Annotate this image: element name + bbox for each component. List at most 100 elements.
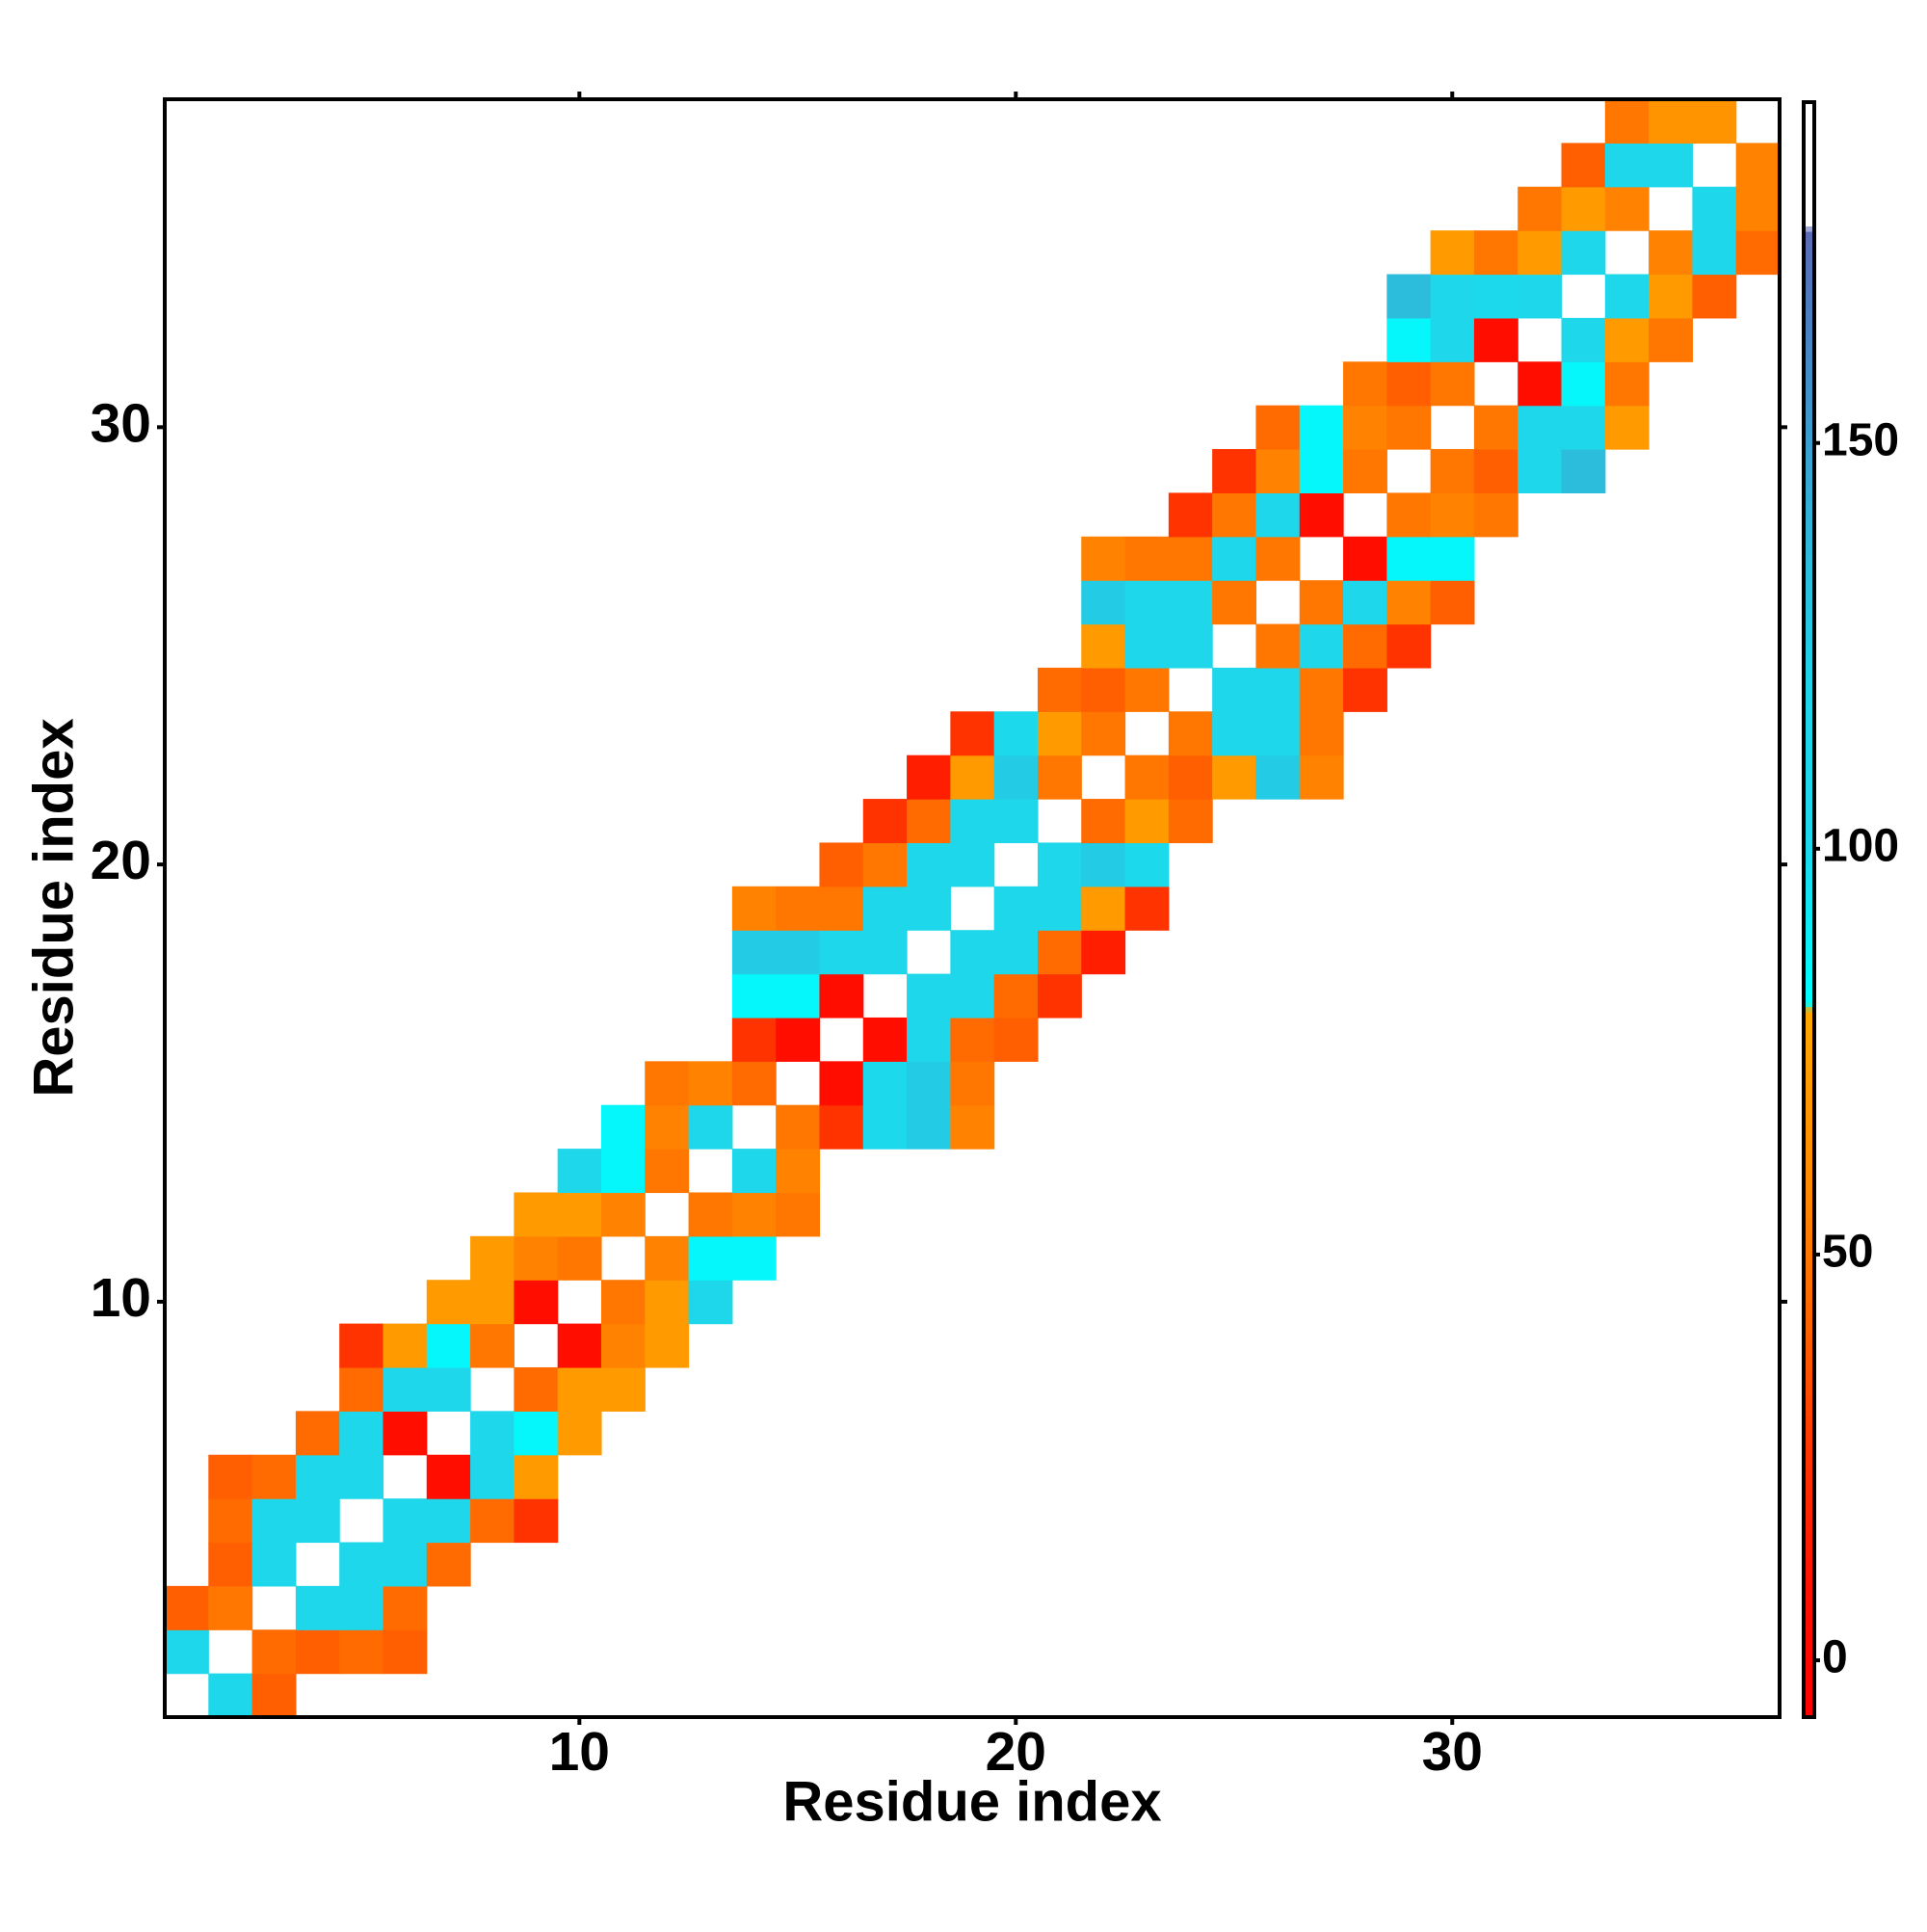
heatmap-cell — [688, 1192, 733, 1237]
colorbar-slice — [1804, 177, 1814, 184]
colorbar-slice — [1804, 1098, 1814, 1104]
heatmap-cell — [426, 1366, 471, 1412]
colorbar-slice — [1804, 284, 1814, 292]
heatmap-cell — [1604, 99, 1650, 144]
colorbar-slice — [1804, 1426, 1814, 1433]
colorbar-slice — [1804, 344, 1814, 351]
colorbar-slice — [1804, 279, 1814, 286]
heatmap-cell — [776, 973, 821, 1019]
colorbar-slice — [1804, 1039, 1814, 1045]
colorbar-slice — [1804, 947, 1814, 954]
colorbar-slice — [1804, 985, 1814, 992]
heatmap-cell — [907, 1061, 951, 1106]
heatmap-cell — [251, 1542, 297, 1587]
colorbar-slice — [1804, 1641, 1814, 1648]
heatmap-cell — [950, 1061, 995, 1106]
heatmap-cell — [862, 842, 908, 887]
colorbar-slice — [1804, 1308, 1814, 1314]
heatmap-cell — [907, 1017, 951, 1062]
heatmap-cell — [1386, 361, 1432, 407]
heatmap-cell — [383, 1542, 428, 1587]
colorbar-slice — [1804, 1362, 1814, 1368]
heatmap-cell — [470, 1280, 515, 1325]
heatmap-cell — [731, 1192, 777, 1237]
colorbar-slice — [1804, 941, 1814, 948]
colorbar-slice — [1804, 1318, 1814, 1325]
heatmap-cell — [1255, 754, 1301, 800]
heatmap-cell — [1299, 492, 1344, 538]
colorbar-slice — [1804, 1254, 1814, 1260]
colorbar-slice — [1804, 791, 1814, 798]
colorbar-slice — [1804, 608, 1814, 615]
colorbar-slice — [1804, 1485, 1814, 1492]
heatmap-cell — [1037, 930, 1082, 975]
colorbar-slice — [1804, 1566, 1814, 1573]
colorbar-slice — [1804, 118, 1814, 124]
colorbar-slice — [1804, 419, 1814, 426]
heatmap-cell — [1386, 623, 1432, 669]
colorbar-slice — [1804, 527, 1814, 534]
colorbar-slice — [1804, 1657, 1814, 1664]
heatmap-cell — [993, 886, 1039, 931]
colorbar-slice — [1804, 1329, 1814, 1336]
colorbar-slice — [1804, 753, 1814, 760]
colorbar-slice — [1804, 1141, 1814, 1148]
heatmap-cell — [1343, 405, 1387, 450]
colorbar-slice — [1804, 398, 1814, 405]
colorbar-slice — [1804, 646, 1814, 652]
colorbar-slice — [1804, 592, 1814, 598]
colorbar-slice — [1804, 1620, 1814, 1627]
colorbar-slice — [1804, 586, 1814, 593]
colorbar-slice — [1804, 650, 1814, 657]
heatmap-cell — [645, 1149, 690, 1194]
colorbar-slice — [1804, 1108, 1814, 1115]
colorbar-slice — [1804, 145, 1814, 151]
heatmap-cell — [426, 1498, 471, 1544]
colorbar-slice — [1804, 581, 1814, 588]
colorbar-slice — [1804, 662, 1814, 669]
heatmap-cell — [1255, 623, 1301, 669]
colorbar-slice — [1804, 990, 1814, 996]
colorbar-slice — [1804, 1522, 1814, 1529]
colorbar-slice — [1804, 700, 1814, 706]
heatmap-cell — [295, 1411, 340, 1456]
colorbar-slice — [1804, 812, 1814, 819]
colorbar-slice — [1804, 440, 1814, 448]
colorbar-slice — [1804, 694, 1814, 701]
heatmap-cell — [1212, 536, 1257, 581]
heatmap-cell — [950, 754, 995, 800]
heatmap-cell — [1037, 886, 1082, 931]
heatmap-cell — [1604, 186, 1650, 231]
heatmap-cell — [645, 1280, 690, 1325]
colorbar-slice — [1804, 1264, 1814, 1271]
heatmap-cell — [688, 1280, 733, 1325]
colorbar-slice — [1804, 860, 1814, 867]
colorbar-slice — [1804, 204, 1814, 211]
heatmap-cell — [862, 1104, 908, 1150]
heatmap-cell — [600, 1323, 646, 1368]
heatmap-cell — [907, 754, 951, 800]
colorbar-slice — [1804, 1227, 1814, 1233]
x-tick-label: 20 — [986, 1721, 1046, 1783]
colorbar-slice — [1804, 1119, 1814, 1125]
colorbar-slice — [1804, 1335, 1814, 1341]
heatmap-cell — [819, 973, 864, 1019]
heatmap-cell — [1081, 886, 1126, 931]
colorbar-slice — [1804, 1313, 1814, 1320]
heatmap-cell — [1649, 317, 1694, 362]
colorbar-slice — [1804, 596, 1814, 604]
colorbar-slice — [1804, 893, 1814, 900]
heatmap-cell — [470, 1323, 515, 1368]
colorbar-slice — [1804, 1572, 1814, 1578]
colorbar-slice — [1804, 1066, 1814, 1072]
heatmap-cell — [557, 1235, 602, 1281]
heatmap-cell — [1299, 667, 1344, 712]
colorbar-slice — [1804, 1135, 1814, 1142]
colorbar-slice — [1804, 1006, 1814, 1013]
colorbar-slice — [1804, 1458, 1814, 1465]
colorbar-slice — [1804, 748, 1814, 754]
heatmap-cell — [1343, 580, 1387, 625]
heatmap-cell — [993, 711, 1039, 756]
colorbar-slice — [1804, 1599, 1814, 1605]
